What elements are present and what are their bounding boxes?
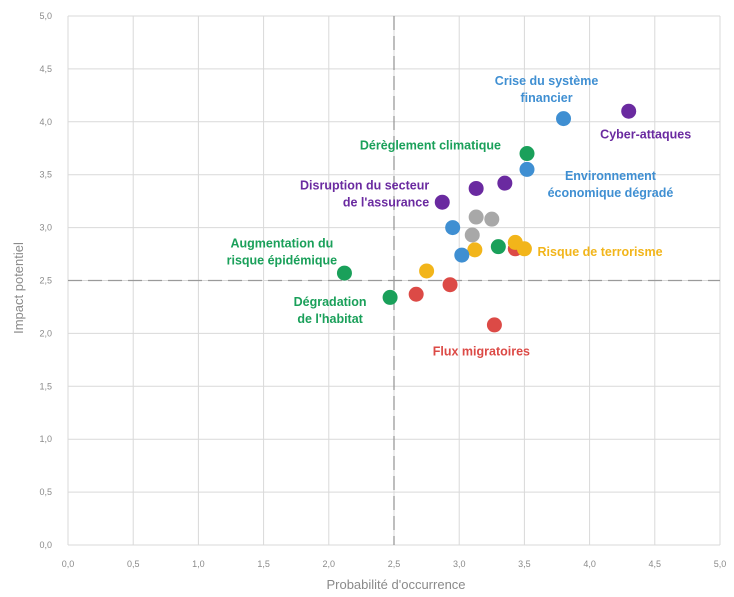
y-tick-label: 2,5 xyxy=(39,276,52,286)
x-tick-label: 2,0 xyxy=(323,559,336,569)
x-tick-label: 0,5 xyxy=(127,559,140,569)
annotation-line: Disruption du secteur xyxy=(300,179,429,193)
data-point xyxy=(442,277,458,293)
annotation-line: Cyber-attaques xyxy=(600,128,691,142)
x-tick-label: 3,5 xyxy=(518,559,531,569)
y-tick-label: 1,5 xyxy=(39,381,52,391)
data-point xyxy=(408,286,424,302)
point-annotation: Risque de terrorisme xyxy=(538,245,663,259)
y-axis-title: Impact potentiel xyxy=(11,242,26,334)
annotation-line: financier xyxy=(521,91,573,105)
data-point xyxy=(484,211,500,227)
x-tick-label: 1,5 xyxy=(257,559,270,569)
annotation-line: Crise du système xyxy=(495,74,599,88)
annotation-line: Dégradation xyxy=(294,295,367,309)
y-tick-label: 3,0 xyxy=(39,223,52,233)
data-point xyxy=(519,161,535,177)
y-tick-label: 4,5 xyxy=(39,64,52,74)
data-point xyxy=(556,111,572,127)
data-points xyxy=(336,103,637,333)
annotation-line: Risque de terrorisme xyxy=(538,245,663,259)
data-point xyxy=(468,180,484,196)
y-tick-label: 1,0 xyxy=(39,434,52,444)
data-point xyxy=(382,289,398,305)
data-point xyxy=(454,247,470,263)
y-tick-label: 4,0 xyxy=(39,117,52,127)
point-annotation: Disruption du secteur de l'assurance xyxy=(300,179,429,210)
data-point xyxy=(621,103,637,119)
data-point xyxy=(467,242,483,258)
x-tick-label: 1,0 xyxy=(192,559,205,569)
reference-lines xyxy=(68,16,720,545)
y-tick-label: 5,0 xyxy=(39,11,52,21)
y-tick-label: 0,5 xyxy=(39,487,52,497)
x-tick-label: 5,0 xyxy=(714,559,727,569)
annotation-line: économique dégradé xyxy=(548,186,674,200)
data-point xyxy=(497,175,513,191)
x-tick-label: 3,0 xyxy=(453,559,466,569)
x-tick-label: 4,0 xyxy=(583,559,596,569)
point-annotation: Crise du système financier xyxy=(495,74,599,105)
annotation-line: Flux migratoires xyxy=(433,345,530,359)
data-point xyxy=(486,317,502,333)
annotations: Crise du système financier Cyber-attaques D… xyxy=(227,74,692,359)
annotation-line: Environnement xyxy=(565,169,657,183)
annotation-line: risque épidémique xyxy=(227,254,337,268)
y-tick-label: 0,0 xyxy=(39,540,52,550)
x-tick-label: 2,5 xyxy=(388,559,401,569)
point-annotation: Augmentation du risque épidémique xyxy=(227,237,337,268)
point-annotation: Flux migratoires xyxy=(433,345,530,359)
annotation-line: Dérèglement climatique xyxy=(360,138,501,152)
data-point xyxy=(434,194,450,210)
data-point xyxy=(336,265,352,281)
data-point xyxy=(468,209,484,225)
annotation-line: de l'habitat xyxy=(297,312,363,326)
data-point xyxy=(519,146,535,162)
data-point xyxy=(490,239,506,255)
point-annotation: Cyber-attaques xyxy=(600,128,691,142)
data-point xyxy=(516,241,532,257)
y-tick-label: 3,5 xyxy=(39,170,52,180)
point-annotation: Environnement économique dégradé xyxy=(548,169,674,200)
annotation-line: Augmentation du xyxy=(230,237,333,251)
data-point xyxy=(445,220,461,236)
y-tick-label: 2,0 xyxy=(39,328,52,338)
data-point xyxy=(464,227,480,243)
data-point xyxy=(419,263,435,279)
point-annotation: Dérèglement climatique xyxy=(360,138,501,152)
tick-labels: 0,0 0,5 1,0 1,5 2,0 2,5 3,0 3,5 4,0 4,5 5,0 0,0 0,5 1… xyxy=(39,11,726,569)
x-tick-label: 4,5 xyxy=(649,559,662,569)
point-annotation: Dégradation de l'habitat xyxy=(294,295,367,326)
annotation-line: de l'assurance xyxy=(343,196,429,210)
x-axis-title: Probabilité d'occurrence xyxy=(326,577,465,592)
x-tick-label: 0,0 xyxy=(62,559,75,569)
